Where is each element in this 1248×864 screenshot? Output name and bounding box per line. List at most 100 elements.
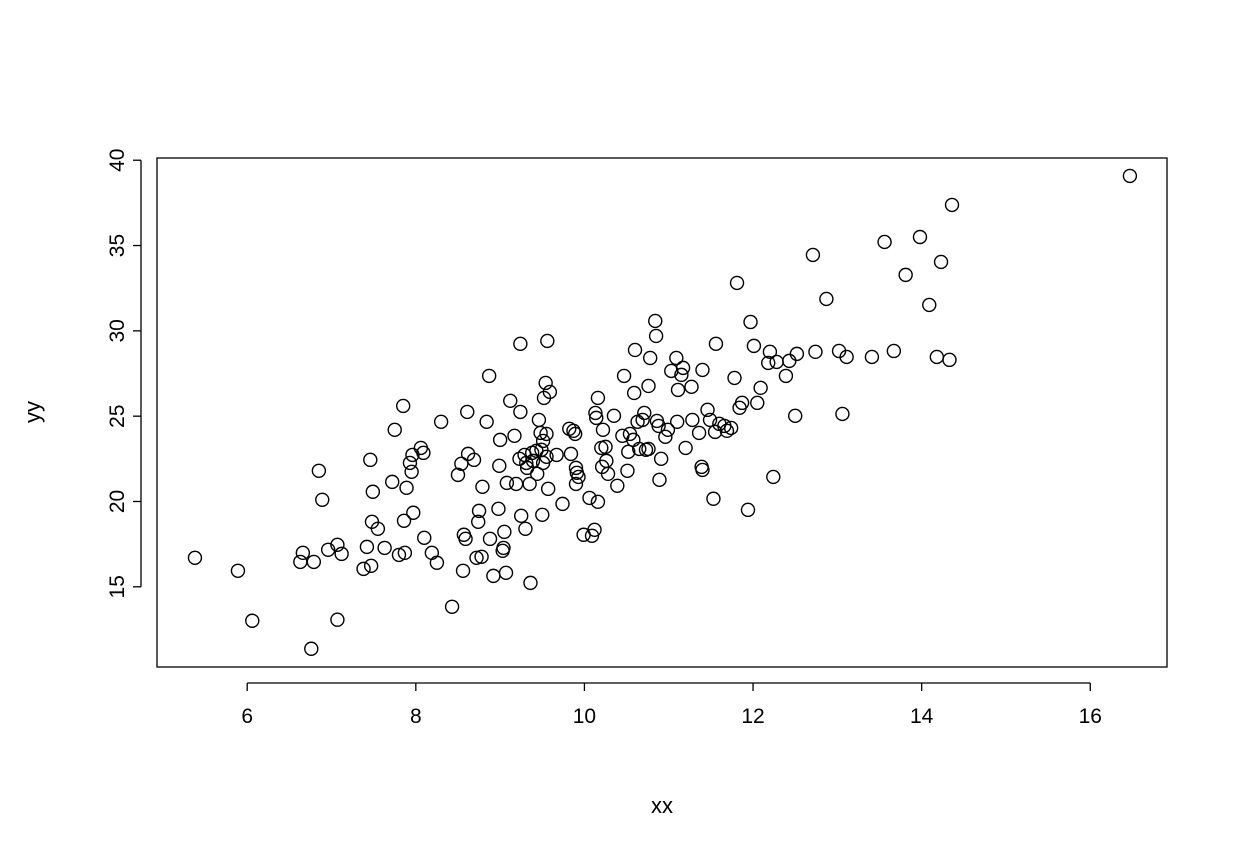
data-point [540,481,556,497]
data-point [399,480,414,496]
data-point [743,314,758,330]
data-point [568,460,584,476]
data-point [641,378,656,394]
data-point [669,414,685,429]
data-point [637,405,652,421]
data-point [669,350,684,366]
data-point [762,344,778,360]
data-point [788,408,803,424]
data-point [589,410,604,426]
y-tick-label: 15 [106,575,129,598]
data-point [492,432,508,448]
data-point [626,385,642,401]
data-point [691,425,707,441]
data-point [404,464,419,479]
data-point [808,344,823,360]
data-point [912,229,928,245]
data-point [944,197,960,213]
data-point [405,447,420,463]
data-point [492,458,507,474]
data-point [942,352,957,368]
data-point [469,550,484,565]
data-point [651,418,666,434]
data-point [582,490,597,506]
x-tick-label: 14 [910,705,934,728]
data-point [522,476,537,492]
data-point [377,540,392,556]
data-points [187,168,1138,656]
data-point [635,412,650,428]
data-point [782,353,797,369]
data-point [334,546,349,562]
data-point [356,561,371,577]
data-point [525,453,541,469]
data-point [359,539,375,555]
data-point [719,423,735,439]
data-point [648,313,663,329]
data-point [531,412,547,428]
data-point [486,568,501,584]
data-point [530,466,545,482]
data-point [455,563,471,578]
data-point [295,545,311,561]
data-point [503,393,518,409]
data-point [518,521,533,536]
data-point [450,467,466,483]
data-point [542,384,558,400]
data-point [675,360,691,376]
data-point [660,422,676,438]
data-point [474,549,489,564]
data-point [707,424,723,440]
data-point [658,429,673,445]
data-point [454,456,469,471]
data-point [539,449,554,464]
y-tick-label: 40 [106,149,129,172]
data-point [695,462,710,478]
y-tick-label: 30 [106,319,129,342]
data-point [571,469,586,485]
data-point [590,494,606,510]
data-point [523,575,538,591]
data-point [475,479,490,495]
data-point [1122,168,1138,184]
data-point [471,503,487,519]
data-point [549,447,564,463]
data-point [621,444,636,460]
data-point [864,349,880,365]
data-point [587,522,602,538]
data-point [540,333,555,349]
data-point [750,395,765,411]
data-point [370,521,386,536]
data-point [627,342,643,358]
data-point [555,496,570,512]
data-point [642,350,658,366]
data-point [678,440,693,456]
data-point [933,254,949,270]
data-point [385,474,400,490]
data-point [734,395,750,411]
data-point [406,505,421,520]
x-axis: 6 8 10 12 14 16 [241,682,1102,728]
data-point [491,501,506,517]
data-point [514,508,529,524]
data-point [567,426,583,442]
data-point [652,472,667,488]
data-point [835,406,850,422]
data-point [595,422,611,438]
data-point [320,542,336,557]
data-point [653,451,669,467]
data-point [416,445,431,461]
data-point [610,478,625,493]
data-point [746,338,762,354]
data-point [481,368,497,384]
data-point [533,425,548,441]
y-axis: 15 20 25 30 35 40 [106,149,142,598]
data-point [471,514,486,529]
data-point [616,368,632,384]
data-point [606,408,622,424]
data-point [496,540,511,556]
x-axis-title: xx [651,793,673,818]
y-tick-label: 25 [106,404,129,427]
data-point [702,412,718,428]
data-point [641,441,656,457]
